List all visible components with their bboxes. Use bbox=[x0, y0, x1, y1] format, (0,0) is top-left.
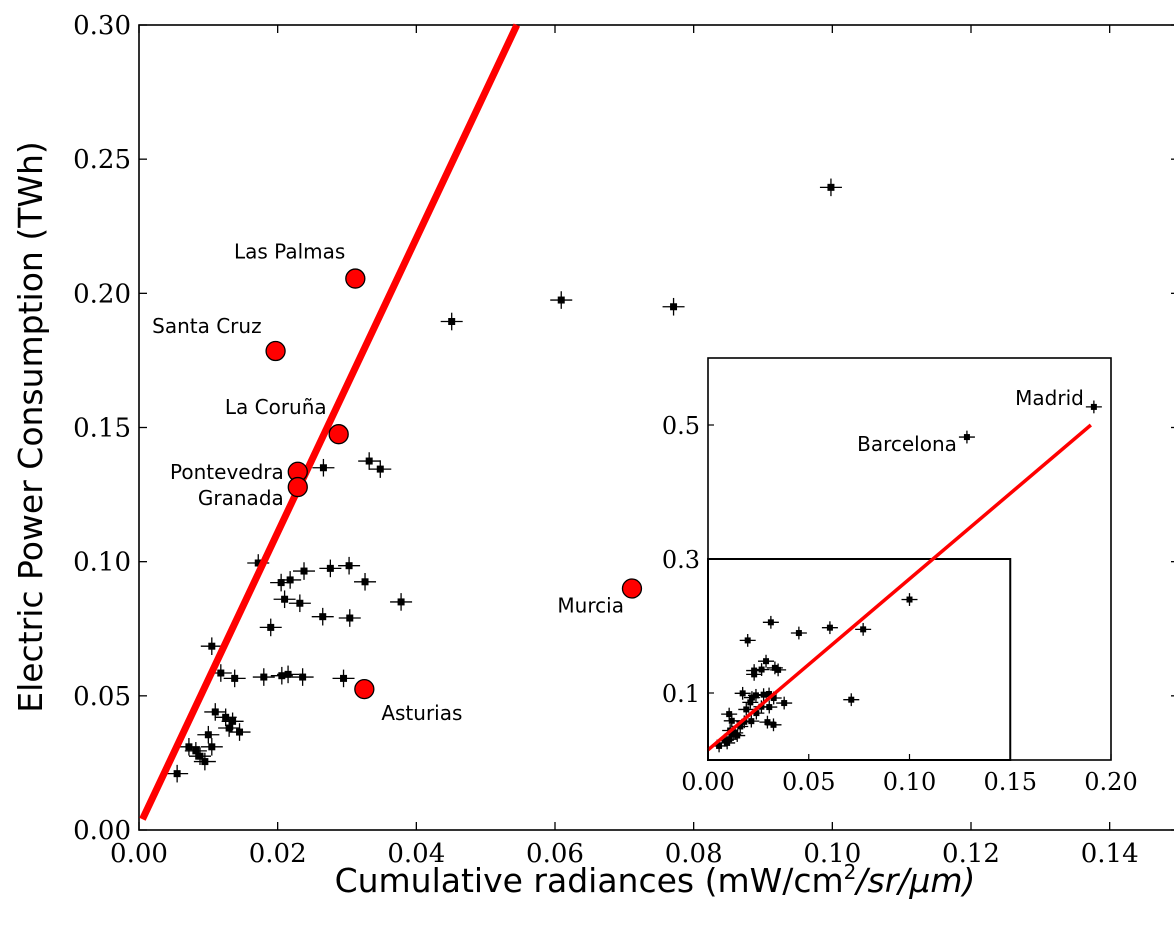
x-axis-label: Cumulative radiances (mW/cm2/sr/μm) bbox=[335, 860, 976, 900]
data-point bbox=[319, 560, 341, 578]
highlighted-point bbox=[288, 478, 307, 497]
inset-x-tick-label: 0.10 bbox=[883, 768, 936, 796]
x-tick-label: 0.02 bbox=[249, 839, 307, 869]
y-tick-label: 0.30 bbox=[73, 11, 131, 41]
data-point bbox=[197, 726, 219, 744]
x-axis-label-superscript: 2 bbox=[844, 860, 857, 884]
data-point bbox=[292, 668, 314, 686]
y-tick-label: 0.25 bbox=[73, 145, 131, 175]
data-point bbox=[293, 562, 315, 580]
highlighted-point bbox=[622, 579, 641, 598]
city-label: Las Palmas bbox=[234, 240, 345, 264]
data-point bbox=[274, 590, 296, 608]
inset-y-tick-label: 0.1 bbox=[662, 680, 700, 708]
y-tick-label: 0.05 bbox=[73, 682, 131, 712]
data-point bbox=[333, 670, 355, 688]
data-point bbox=[224, 670, 246, 688]
y-axis-label: Electric Power Consumption (TWh) bbox=[11, 141, 50, 713]
data-point bbox=[260, 619, 282, 637]
data-point bbox=[289, 594, 311, 612]
data-point bbox=[550, 291, 572, 309]
city-label: Granada bbox=[198, 486, 284, 510]
data-point bbox=[339, 609, 361, 627]
city-label: La Coruña bbox=[225, 395, 327, 419]
data-point bbox=[201, 738, 223, 756]
highlighted-point bbox=[346, 269, 365, 288]
data-point bbox=[277, 666, 299, 684]
data-point bbox=[312, 608, 334, 626]
y-tick-label: 0.20 bbox=[73, 279, 131, 309]
city-label: Asturias bbox=[381, 701, 462, 725]
x-axis-label-tail: /sr/μm) bbox=[853, 861, 975, 900]
inset-city-label: Madrid bbox=[1015, 386, 1084, 410]
city-label: Murcia bbox=[557, 594, 624, 618]
highlighted-point bbox=[329, 425, 348, 444]
data-point bbox=[390, 593, 412, 611]
inset-y-tick-label: 0.3 bbox=[662, 546, 700, 574]
y-tick-label: 0.00 bbox=[73, 816, 131, 846]
highlighted-cities: Las Palmas Santa Cruz La Coruña PontevedraG… bbox=[152, 240, 641, 726]
data-point bbox=[663, 298, 685, 316]
data-point bbox=[338, 557, 360, 575]
data-point bbox=[253, 668, 275, 686]
inset-x-tick-label: 0.15 bbox=[984, 768, 1037, 796]
highlighted-point bbox=[355, 680, 374, 699]
data-point bbox=[441, 313, 463, 331]
inset-city-label: Barcelona bbox=[857, 432, 957, 456]
city-label: Pontevedra bbox=[170, 460, 284, 484]
y-tick-label: 0.15 bbox=[73, 414, 131, 444]
data-point bbox=[312, 459, 334, 477]
highlighted-point bbox=[266, 342, 285, 361]
x-axis-label-main: Cumulative radiances (mW/cm bbox=[335, 861, 844, 900]
x-tick-label: 0.14 bbox=[1081, 839, 1139, 869]
y-tick-label: 0.10 bbox=[73, 548, 131, 578]
data-point bbox=[354, 573, 376, 591]
main-fit-line bbox=[142, 25, 516, 819]
inset-y-tick-label: 0.5 bbox=[662, 412, 700, 440]
data-point bbox=[820, 179, 842, 197]
inset-x-tick-label: 0.05 bbox=[782, 768, 835, 796]
inset-x-tick-label: 0.00 bbox=[681, 768, 734, 796]
inset-x-tick-label: 0.20 bbox=[1084, 768, 1137, 796]
city-label: Santa Cruz bbox=[152, 314, 261, 338]
